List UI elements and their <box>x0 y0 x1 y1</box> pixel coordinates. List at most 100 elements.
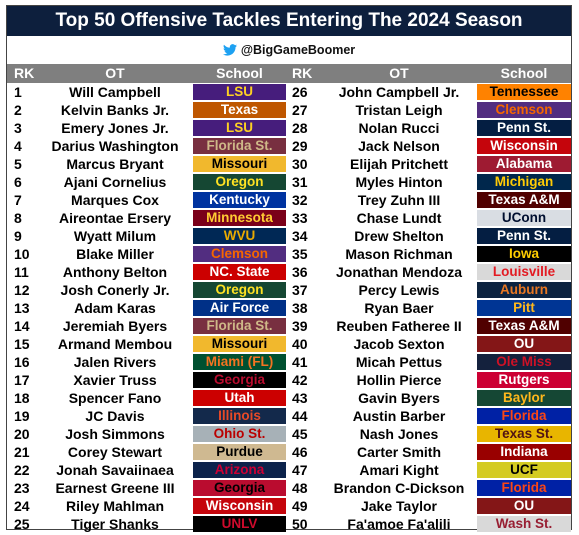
header-school-left: School <box>216 65 263 81</box>
rank-cell: 34 <box>292 228 308 244</box>
table-row: 8 Aireontae Ersery Minnesota 33 Chase Lundt U… <box>7 209 571 227</box>
player-name: Drew Shelton <box>354 228 444 244</box>
school-badge: Ole Miss <box>477 354 571 370</box>
school-badge: UConn <box>477 210 571 226</box>
rank-cell: 29 <box>292 138 308 154</box>
player-name: Brandon C-Dickson <box>333 480 465 496</box>
school-badge: Illinois <box>193 408 286 424</box>
rank-cell: 8 <box>14 210 22 226</box>
rank-cell: 28 <box>292 120 308 136</box>
school-badge: Iowa <box>477 246 571 262</box>
rank-cell: 9 <box>14 228 22 244</box>
table-row: 18 Spencer Fano Utah 43 Gavin Byers Baylor <box>7 389 571 407</box>
player-name: Mason Richman <box>345 246 453 262</box>
player-name: Carter Smith <box>356 444 442 460</box>
school-badge: Michigan <box>477 174 571 190</box>
player-name: Jeremiah Byers <box>62 318 168 334</box>
table-row: 25 Tiger Shanks UNLV 50 Fa'amoe Fa'alili Wash… <box>7 515 571 533</box>
rank-cell: 33 <box>292 210 308 226</box>
rank-cell: 19 <box>14 408 30 424</box>
player-name: Myles Hinton <box>355 174 443 190</box>
page-title: Top 50 Offensive Tackles Entering The 20… <box>7 6 571 36</box>
header-school-right: School <box>500 65 548 81</box>
player-name: Jonathan Mendoza <box>335 264 462 280</box>
rank-cell: 41 <box>292 354 308 370</box>
rank-cell: 37 <box>292 282 308 298</box>
school-badge: Purdue <box>193 444 286 460</box>
school-badge: Minnesota <box>193 210 286 226</box>
table-row: 22 Jonah Savaiinaea Arizona 47 Amari Kight UC… <box>7 461 571 479</box>
table-row: 9 Wyatt Milum WVU 34 Drew Shelton Penn St. <box>7 227 571 245</box>
player-name: Earnest Greene III <box>55 480 175 496</box>
player-name: Jalen Rivers <box>73 354 157 370</box>
rank-cell: 36 <box>292 264 308 280</box>
school-badge: OU <box>477 336 571 352</box>
rank-cell: 45 <box>292 426 308 442</box>
player-name: Jake Taylor <box>360 498 437 514</box>
player-name: Hollin Pierce <box>356 372 442 388</box>
rank-cell: 1 <box>14 84 22 100</box>
rank-cell: 2 <box>14 102 22 118</box>
school-badge: Georgia <box>193 480 286 496</box>
table-row: 11 Anthony Belton NC. State 36 Jonathan Mend… <box>7 263 571 281</box>
player-name: Micah Pettus <box>355 354 443 370</box>
player-name: Gavin Byers <box>358 390 440 406</box>
player-name: Wyatt Milum <box>73 228 157 244</box>
twitter-bird-icon <box>222 44 237 56</box>
rank-cell: 5 <box>14 156 22 172</box>
school-badge: Kentucky <box>193 192 286 208</box>
table-row: 24 Riley Mahlman Wisconsin 49 Jake Taylor OU <box>7 497 571 515</box>
rank-cell: 3 <box>14 120 22 136</box>
school-badge: Alabama <box>477 156 571 172</box>
table-row: 12 Josh Conerly Jr. Oregon 37 Percy Lewis Aub… <box>7 281 571 299</box>
rank-cell: 4 <box>14 138 22 154</box>
rank-cell: 44 <box>292 408 308 424</box>
school-badge: Penn St. <box>477 228 571 244</box>
rank-cell: 32 <box>292 192 308 208</box>
school-badge: Rutgers <box>477 372 571 388</box>
player-name: Marcus Bryant <box>66 156 164 172</box>
player-name: Percy Lewis <box>358 282 440 298</box>
table-row: 2 Kelvin Banks Jr. Texas 27 Tristan Leigh Cle… <box>7 101 571 119</box>
rank-cell: 7 <box>14 192 22 208</box>
rank-cell: 31 <box>292 174 308 190</box>
player-name: Kelvin Banks Jr. <box>60 102 170 118</box>
table-body: 1 Will Campbell LSU 26 John Campbell Jr. Tenn… <box>7 83 571 533</box>
school-badge: LSU <box>193 84 286 100</box>
header-rank-right: RK <box>292 65 313 81</box>
school-badge: Auburn <box>477 282 571 298</box>
table-row: 17 Xavier Truss Georgia 42 Hollin Pierce Rutg… <box>7 371 571 389</box>
player-name: Chase Lundt <box>356 210 442 226</box>
school-badge: Baylor <box>477 390 571 406</box>
player-name: Ajani Cornelius <box>63 174 167 190</box>
player-name: Tiger Shanks <box>71 516 159 532</box>
twitter-handle: @BigGameBoomer <box>240 43 356 57</box>
table-row: 1 Will Campbell LSU 26 John Campbell Jr. Tenn… <box>7 83 571 101</box>
school-badge: Texas <box>193 102 286 118</box>
school-badge: Wisconsin <box>193 498 286 514</box>
player-name: Ryan Baer <box>364 300 434 316</box>
school-badge: Florida St. <box>193 318 286 334</box>
player-name: Austin Barber <box>352 408 446 424</box>
table-row: 14 Jeremiah Byers Florida St. 39 Reuben Fath… <box>7 317 571 335</box>
rank-cell: 23 <box>14 480 30 496</box>
player-name: JC Davis <box>85 408 145 424</box>
player-name: Anthony Belton <box>62 264 168 280</box>
rank-cell: 22 <box>14 462 30 478</box>
school-badge: Missouri <box>193 156 286 172</box>
school-badge: LSU <box>193 120 286 136</box>
player-name: Jacob Sexton <box>353 336 445 352</box>
school-badge: Florida St. <box>193 138 286 154</box>
header-player-right: OT <box>389 65 409 81</box>
table-row: 16 Jalen Rivers Miami (FL) 41 Micah Pettus Ol… <box>7 353 571 371</box>
player-name: Reuben Fatheree II <box>336 318 462 334</box>
rank-cell: 20 <box>14 426 30 442</box>
rank-cell: 10 <box>14 246 30 262</box>
rank-cell: 38 <box>292 300 308 316</box>
rank-cell: 40 <box>292 336 308 352</box>
rank-cell: 14 <box>14 318 30 334</box>
player-name: Amari Kight <box>359 462 439 478</box>
rank-cell: 48 <box>292 480 308 496</box>
rank-cell: 27 <box>292 102 308 118</box>
school-badge: Indiana <box>477 444 571 460</box>
